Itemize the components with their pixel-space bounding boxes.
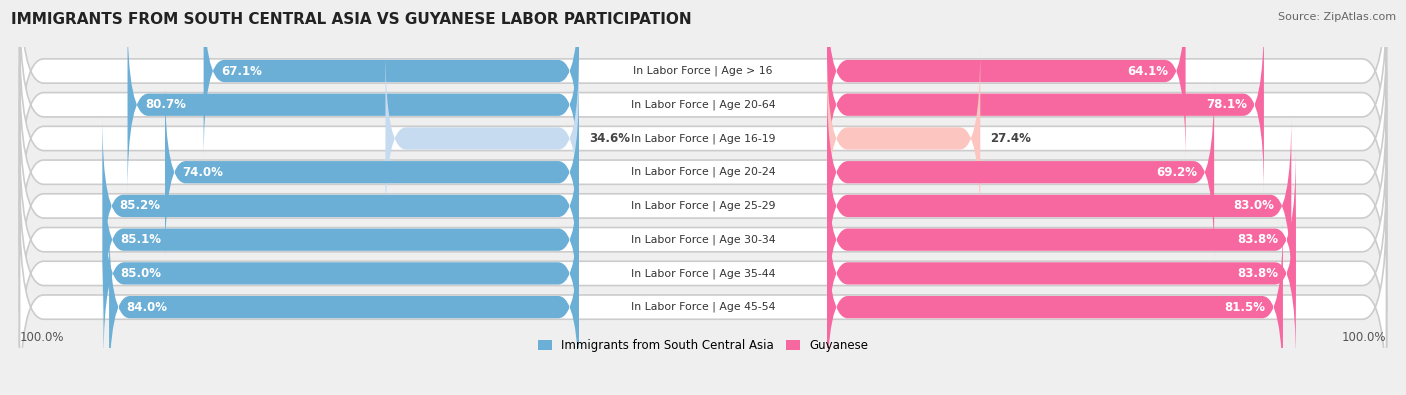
FancyBboxPatch shape	[103, 150, 579, 330]
Legend: Immigrants from South Central Asia, Guyanese: Immigrants from South Central Asia, Guya…	[533, 334, 873, 357]
FancyBboxPatch shape	[827, 82, 1215, 262]
FancyBboxPatch shape	[827, 0, 1185, 161]
Text: 80.7%: 80.7%	[145, 98, 186, 111]
Text: 83.8%: 83.8%	[1237, 267, 1278, 280]
Text: 27.4%: 27.4%	[991, 132, 1032, 145]
Text: 81.5%: 81.5%	[1225, 301, 1265, 314]
FancyBboxPatch shape	[20, 201, 1386, 395]
FancyBboxPatch shape	[827, 217, 1282, 395]
Text: 100.0%: 100.0%	[1341, 331, 1386, 344]
FancyBboxPatch shape	[165, 82, 579, 262]
Text: In Labor Force | Age 25-29: In Labor Force | Age 25-29	[631, 201, 775, 211]
FancyBboxPatch shape	[128, 15, 579, 195]
FancyBboxPatch shape	[827, 49, 980, 229]
FancyBboxPatch shape	[827, 150, 1296, 330]
Text: In Labor Force | Age 20-24: In Labor Force | Age 20-24	[631, 167, 775, 177]
FancyBboxPatch shape	[20, 100, 1386, 312]
Text: 85.2%: 85.2%	[120, 199, 160, 213]
FancyBboxPatch shape	[20, 134, 1386, 346]
Text: Source: ZipAtlas.com: Source: ZipAtlas.com	[1278, 12, 1396, 22]
Text: 64.1%: 64.1%	[1128, 64, 1168, 77]
Text: In Labor Force | Age 30-34: In Labor Force | Age 30-34	[631, 234, 775, 245]
FancyBboxPatch shape	[110, 217, 579, 395]
Text: IMMIGRANTS FROM SOUTH CENTRAL ASIA VS GUYANESE LABOR PARTICIPATION: IMMIGRANTS FROM SOUTH CENTRAL ASIA VS GU…	[11, 12, 692, 27]
FancyBboxPatch shape	[20, 66, 1386, 278]
Text: 84.0%: 84.0%	[127, 301, 167, 314]
Text: 100.0%: 100.0%	[20, 331, 65, 344]
Text: 85.1%: 85.1%	[120, 233, 162, 246]
Text: 78.1%: 78.1%	[1206, 98, 1247, 111]
FancyBboxPatch shape	[103, 116, 579, 296]
FancyBboxPatch shape	[104, 183, 579, 363]
Text: 67.1%: 67.1%	[221, 64, 262, 77]
Text: 69.2%: 69.2%	[1156, 166, 1197, 179]
FancyBboxPatch shape	[385, 49, 579, 229]
Text: 83.8%: 83.8%	[1237, 233, 1278, 246]
FancyBboxPatch shape	[20, 0, 1386, 211]
FancyBboxPatch shape	[827, 116, 1291, 296]
Text: In Labor Force | Age 16-19: In Labor Force | Age 16-19	[631, 133, 775, 144]
FancyBboxPatch shape	[20, 167, 1386, 379]
Text: 74.0%: 74.0%	[183, 166, 224, 179]
FancyBboxPatch shape	[827, 15, 1264, 195]
Text: In Labor Force | Age 45-54: In Labor Force | Age 45-54	[631, 302, 775, 312]
FancyBboxPatch shape	[827, 183, 1296, 363]
FancyBboxPatch shape	[204, 0, 579, 161]
Text: 85.0%: 85.0%	[121, 267, 162, 280]
Text: In Labor Force | Age 35-44: In Labor Force | Age 35-44	[631, 268, 775, 278]
Text: In Labor Force | Age > 16: In Labor Force | Age > 16	[633, 66, 773, 76]
Text: 34.6%: 34.6%	[589, 132, 630, 145]
FancyBboxPatch shape	[20, 0, 1386, 177]
Text: In Labor Force | Age 20-64: In Labor Force | Age 20-64	[631, 100, 775, 110]
Text: 83.0%: 83.0%	[1233, 199, 1274, 213]
FancyBboxPatch shape	[20, 32, 1386, 245]
